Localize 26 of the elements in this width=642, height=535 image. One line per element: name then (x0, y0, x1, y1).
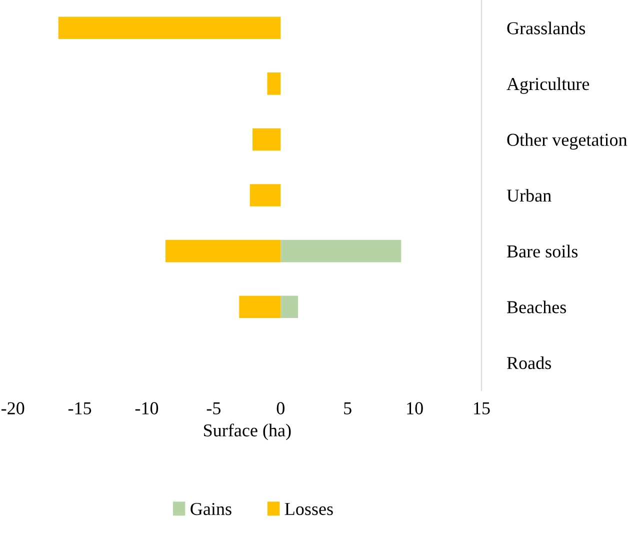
x-tick-label: 15 (474, 402, 490, 414)
bar (280, 240, 402, 262)
legend-label: Gains (190, 502, 232, 516)
bar (252, 128, 281, 151)
y-tick-label: Agriculture (506, 77, 590, 94)
x-tick-label: 5 (344, 402, 352, 414)
x-tick-label: -20 (1, 402, 24, 414)
y-tick-label: Other vegetation (507, 133, 628, 150)
y-tick-label: Bare soils (507, 244, 578, 258)
bar (267, 72, 281, 95)
legend-label: Losses (284, 503, 333, 516)
y-tick-label: Beaches (507, 300, 566, 314)
x-tick-label: 10 (407, 402, 423, 414)
bar (165, 240, 281, 262)
bar (239, 296, 281, 318)
y-tick-label: Roads (507, 356, 551, 370)
x-tick-label: -15 (68, 402, 92, 414)
x-tick-label: -10 (135, 402, 158, 414)
x-tick-label: 0 (276, 402, 284, 414)
bar (250, 184, 281, 206)
bar (58, 16, 281, 40)
x-axis-title: Surface (ha) (204, 424, 291, 440)
y-tick-label: Urban (506, 189, 552, 202)
x-tick-label: -5 (206, 402, 221, 414)
bar (280, 296, 298, 318)
y-tick-label: Grasslands (507, 22, 586, 34)
